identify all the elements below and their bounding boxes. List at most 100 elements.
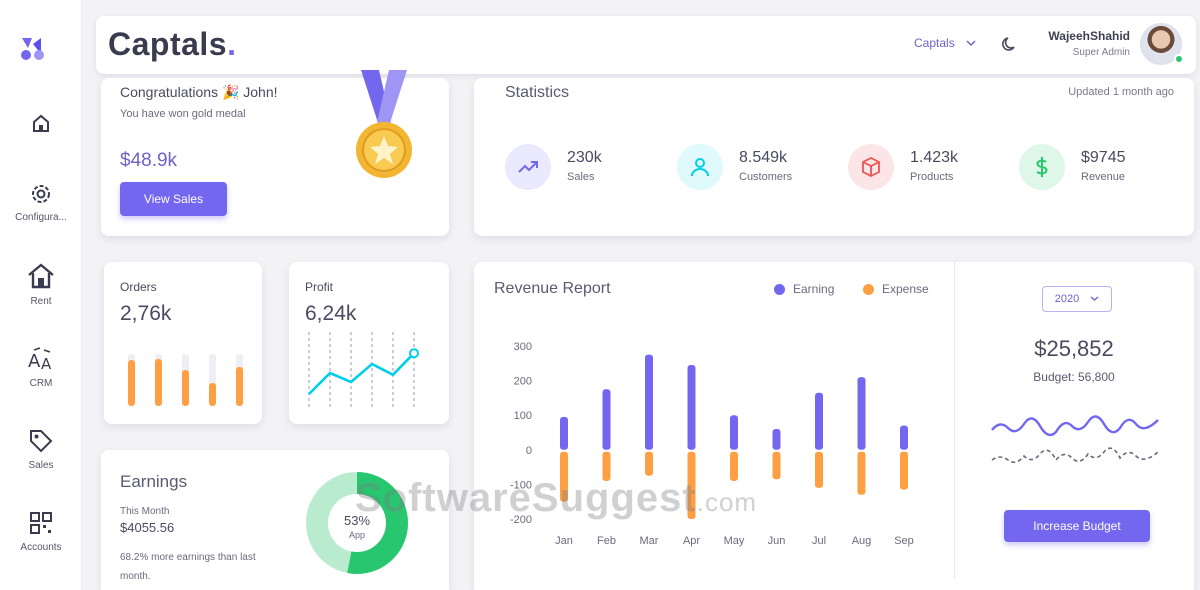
legend-expense: Expense <box>863 282 929 296</box>
house-icon <box>26 262 56 290</box>
profit-label: Profit <box>305 280 333 294</box>
expense-bar <box>730 452 738 481</box>
earning-bar <box>560 417 568 450</box>
earning-bar <box>603 389 611 450</box>
expense-bar <box>603 452 611 481</box>
congrats-title: Congratulations 🎉 John! <box>120 84 278 101</box>
sidebar-item-label: Configura... <box>0 212 82 223</box>
user-icon <box>689 156 711 178</box>
profit-line <box>309 353 414 394</box>
revenue-title: Revenue Report <box>494 280 611 298</box>
company-select[interactable]: Captals <box>914 36 976 50</box>
sidebar-item-rent[interactable]: Rent <box>0 262 82 307</box>
chevron-down-icon <box>1090 295 1099 302</box>
earnings-period: This Month <box>120 506 169 517</box>
increase-budget-button[interactable]: Increase Budget <box>1004 510 1150 542</box>
svg-text:A: A <box>28 351 41 372</box>
sidebar: Configura... Rent A A CRM Sales <box>0 0 82 590</box>
translate-icon: A A <box>26 346 56 372</box>
expense-bar <box>645 452 653 476</box>
revenue-bar-chart: 300 200 100 0 -100 -200 Jan Feb Mar Apr May Jun Jul A… <box>494 334 934 550</box>
donut-label: 53% App <box>329 513 385 540</box>
sidebar-item-accounts[interactable]: Accounts <box>0 510 82 553</box>
view-sales-button[interactable]: View Sales <box>120 182 227 216</box>
statistics-updated: Updated 1 month ago <box>1068 86 1174 98</box>
budget-amount: $25,852 <box>954 336 1194 362</box>
x-tick-label: Aug <box>852 535 872 547</box>
sidebar-item-label: Sales <box>0 460 82 471</box>
dollar-icon <box>1031 156 1053 178</box>
sidebar-item-label: CRM <box>0 378 82 389</box>
orders-bar <box>182 354 189 406</box>
y-tick-label: -200 <box>510 514 532 526</box>
x-tick-label: Jun <box>768 535 786 547</box>
earnings-amount: $4055.56 <box>120 520 174 535</box>
earning-bar <box>858 377 866 450</box>
earning-bar <box>645 355 653 450</box>
x-tick-label: Jan <box>555 535 573 547</box>
expense-bar <box>688 452 696 519</box>
sidebar-item-home[interactable] <box>0 112 82 140</box>
x-tick-label: Sep <box>894 535 914 547</box>
brand-logo-icon[interactable] <box>19 34 49 64</box>
divider <box>954 262 955 578</box>
legend-earning: Earning <box>774 282 834 296</box>
sidebar-item-label: Accounts <box>0 542 82 553</box>
statistics-title: Statistics <box>505 84 569 102</box>
expense-bar <box>560 452 568 502</box>
x-tick-label: Apr <box>683 535 700 547</box>
expense-bar <box>900 452 908 490</box>
home-icon <box>30 112 52 134</box>
earnings-note: 68.2% more earnings than last month. <box>120 548 280 586</box>
y-tick-label: -100 <box>510 479 532 491</box>
y-tick-label: 200 <box>514 376 532 388</box>
sidebar-item-configuration[interactable]: Configura... <box>0 182 82 223</box>
orders-bar <box>209 354 216 406</box>
trending-up-icon <box>517 156 539 178</box>
orders-card: Orders 2,76k <box>104 262 262 424</box>
gear-icon <box>29 182 53 206</box>
x-tick-label: Mar <box>640 535 659 547</box>
sidebar-item-crm[interactable]: A A CRM <box>0 346 82 389</box>
budget-label: Budget: 56,800 <box>954 370 1194 384</box>
tag-icon <box>28 428 54 454</box>
box-icon <box>860 156 882 178</box>
orders-label: Orders <box>120 280 157 294</box>
earnings-title: Earnings <box>120 472 187 492</box>
earnings-card: Earnings This Month $4055.56 68.2% more … <box>101 450 449 590</box>
app-logo[interactable]: Captals. <box>108 26 236 63</box>
sidebar-item-label: Rent <box>0 296 82 307</box>
year-select[interactable]: 2020 <box>1042 286 1112 312</box>
x-tick-label: Jul <box>812 535 826 547</box>
earning-bar <box>688 365 696 450</box>
user-name: WajeehShahid <box>1016 29 1130 43</box>
earning-bar <box>730 415 738 450</box>
orders-bar <box>155 354 162 406</box>
budget-sparkline <box>990 402 1160 482</box>
profit-end-point <box>410 349 418 357</box>
revenue-report-card: Revenue Report Earning Expense 300 200 100… <box>474 262 1194 590</box>
expense-bar <box>815 452 823 488</box>
orders-value: 2,76k <box>120 302 171 326</box>
expense-bar <box>773 452 781 479</box>
y-tick-label: 100 <box>514 410 532 422</box>
y-tick-label: 0 <box>526 445 532 457</box>
y-tick-label: 300 <box>514 341 532 353</box>
earning-bar <box>773 429 781 450</box>
grid-icon <box>28 510 54 536</box>
earning-bar <box>815 393 823 450</box>
expense-bar <box>858 452 866 495</box>
statistics-card: Statistics Updated 1 month ago 230k Sale… <box>474 78 1194 236</box>
congrats-subtitle: You have won gold medal <box>120 108 246 120</box>
user-role: Super Admin <box>1016 47 1130 58</box>
sidebar-item-sales[interactable]: Sales <box>0 428 82 471</box>
x-tick-label: May <box>724 535 745 547</box>
profit-value: 6,24k <box>305 302 356 326</box>
orders-bar <box>236 354 243 406</box>
x-tick-label: Feb <box>597 535 616 547</box>
congrats-amount: $48.9k <box>120 150 177 172</box>
chevron-down-icon <box>966 39 976 47</box>
earning-bar <box>900 426 908 450</box>
top-header: Captals. Captals WajeehShahid Super Admi… <box>96 16 1196 74</box>
congratulations-card: Congratulations 🎉 John! You have won gol… <box>101 78 449 236</box>
